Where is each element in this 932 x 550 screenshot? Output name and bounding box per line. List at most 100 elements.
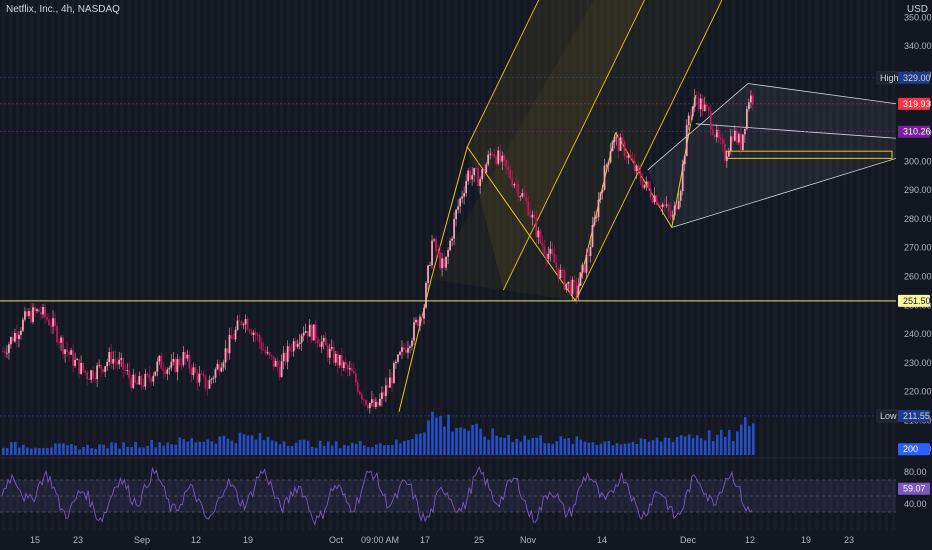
session-stripe bbox=[516, 0, 520, 530]
candle-body bbox=[639, 171, 642, 181]
candle-body bbox=[461, 196, 464, 199]
pitchfork-upper-zone bbox=[467, 0, 645, 291]
candle-body bbox=[120, 358, 123, 360]
volume-bar bbox=[266, 436, 270, 455]
volume-bar bbox=[407, 439, 410, 455]
volume-bar bbox=[166, 442, 170, 455]
volume-bar bbox=[527, 439, 530, 455]
volume-bar bbox=[106, 448, 109, 455]
candle-body bbox=[14, 333, 16, 342]
candle-body bbox=[595, 217, 598, 219]
candle-body bbox=[112, 359, 115, 364]
candle-body bbox=[282, 352, 285, 362]
volume-bar bbox=[551, 443, 555, 455]
session-stripe bbox=[669, 0, 673, 530]
candle-body bbox=[168, 367, 171, 370]
candle-body bbox=[681, 164, 684, 192]
volume-bar bbox=[575, 436, 579, 455]
volume-bar bbox=[30, 448, 33, 455]
volume-bar bbox=[242, 434, 246, 455]
candle-body bbox=[18, 334, 20, 339]
candle-body bbox=[176, 358, 179, 372]
volume-bar bbox=[374, 444, 378, 455]
high-label-bg bbox=[876, 71, 898, 85]
candle-body bbox=[242, 324, 245, 326]
volume-bar bbox=[639, 438, 643, 455]
volume-bar bbox=[314, 447, 318, 455]
volume-bar bbox=[743, 417, 747, 455]
time-axis[interactable]: 15 23 Sep 12 19 Oct 09:00 AM 17 25 Nov 14 Dec 12 19 23 bbox=[30, 535, 854, 545]
candle-body bbox=[655, 195, 658, 205]
last-price-tag-value: 319.93 bbox=[903, 99, 931, 109]
candle-body bbox=[445, 256, 447, 268]
candle-body bbox=[645, 181, 648, 185]
candle-body bbox=[222, 362, 225, 368]
candle-body bbox=[316, 338, 319, 344]
candle-body bbox=[56, 325, 58, 343]
candle-body bbox=[36, 309, 38, 312]
candle-body bbox=[673, 205, 676, 216]
session-stripe bbox=[314, 0, 319, 530]
candle-body bbox=[553, 253, 556, 263]
candle-body bbox=[419, 316, 421, 327]
price-tick-label: 260.00 bbox=[904, 271, 932, 281]
candle-body bbox=[254, 332, 257, 335]
volume-bar bbox=[258, 432, 262, 455]
candle-body bbox=[675, 205, 678, 209]
volume-bar bbox=[306, 440, 310, 455]
session-stripe bbox=[231, 0, 235, 530]
candle-body bbox=[435, 239, 437, 252]
candle-body bbox=[336, 353, 339, 366]
candle-body bbox=[545, 253, 548, 259]
candle-body bbox=[565, 283, 568, 290]
session-stripe bbox=[335, 0, 339, 530]
volume-bar bbox=[663, 437, 667, 455]
session-stripe bbox=[808, 0, 812, 530]
candle-body bbox=[6, 352, 8, 354]
candle-body bbox=[457, 206, 460, 210]
oscillator-tag-value: 59.07 bbox=[903, 484, 926, 494]
drawing-tools[interactable] bbox=[398, 0, 900, 412]
candle-body bbox=[198, 373, 201, 383]
candle-body bbox=[314, 324, 317, 339]
candle-body bbox=[583, 264, 586, 273]
session-stripe bbox=[537, 0, 541, 530]
candle-body bbox=[308, 324, 311, 337]
candle-body bbox=[356, 382, 359, 392]
candle-body bbox=[88, 379, 91, 380]
volume-bar bbox=[411, 439, 414, 455]
candle-body bbox=[132, 374, 135, 388]
volume-bar bbox=[427, 420, 430, 455]
candle-body bbox=[423, 307, 425, 319]
session-stripe bbox=[266, 0, 270, 530]
volume-bar bbox=[607, 441, 611, 455]
volume-bar bbox=[647, 441, 651, 455]
candle-body bbox=[551, 248, 554, 254]
volume-bar bbox=[66, 444, 69, 455]
session-stripe bbox=[676, 0, 680, 530]
volume-bar bbox=[479, 428, 482, 455]
candle-body bbox=[741, 134, 744, 150]
time-tick-label: 12 bbox=[191, 535, 201, 545]
candle-body bbox=[188, 354, 191, 369]
time-tick-label: 12 bbox=[745, 535, 755, 545]
volume-bar bbox=[491, 428, 494, 455]
volume-bar bbox=[182, 439, 186, 455]
session-stripe bbox=[606, 0, 611, 530]
candle-body bbox=[391, 377, 393, 384]
candle-body bbox=[74, 360, 76, 366]
session-stripe bbox=[578, 0, 583, 530]
candle-body bbox=[68, 352, 70, 355]
candle-body bbox=[186, 354, 189, 359]
volume-bar bbox=[70, 444, 73, 455]
volume-bar bbox=[162, 445, 166, 455]
candle-body bbox=[352, 371, 355, 374]
candle-body bbox=[705, 104, 708, 108]
volume-bar bbox=[683, 436, 687, 455]
candle-body bbox=[286, 346, 289, 362]
candle-body bbox=[192, 367, 195, 376]
candle-body bbox=[635, 165, 638, 171]
volume-bar bbox=[443, 426, 446, 455]
session-stripe bbox=[530, 0, 534, 530]
